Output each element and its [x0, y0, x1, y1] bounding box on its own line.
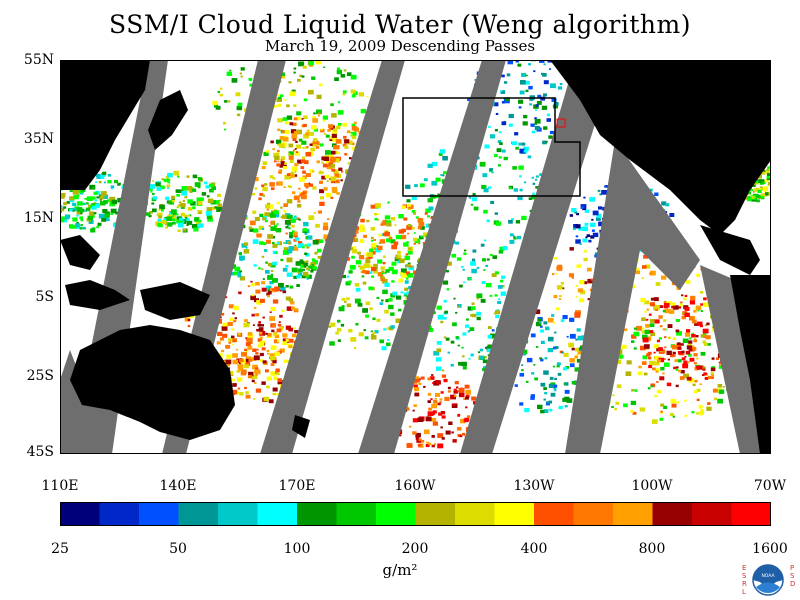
region-outline-box: [402, 97, 581, 197]
cloud-water-map: [60, 60, 771, 454]
colorbar-swatch: [692, 502, 732, 526]
colorbar-swatch: [257, 502, 298, 526]
colorbar-swatch: [178, 502, 219, 526]
lon-label: 70W: [753, 478, 787, 494]
swath-gap: [260, 60, 405, 454]
lon-label: 100W: [631, 478, 673, 494]
colorbar-swatch: [455, 502, 495, 526]
colorbar-swatch: [139, 502, 179, 526]
logo-wave: [756, 582, 780, 593]
colorbar-label: 100: [283, 541, 311, 557]
colorbar-swatch: [60, 502, 100, 526]
lon-label: 130W: [513, 478, 555, 494]
land-central-america: [700, 225, 760, 275]
logo-center-text: NOAA: [761, 573, 775, 579]
colorbar-swatch: [415, 502, 456, 526]
colorbar-label: 800: [638, 541, 666, 557]
logo-sky: [753, 565, 783, 586]
land-philippines: [60, 235, 100, 270]
land-australia: [70, 325, 235, 440]
land-borneo: [65, 280, 130, 310]
lon-label: 170E: [278, 478, 316, 494]
colorbar-swatch: [376, 502, 416, 526]
colorbar-swatch: [613, 502, 653, 526]
colorbar-swatch: [731, 502, 771, 526]
colorbar-swatch: [494, 502, 535, 526]
lon-label: 140E: [159, 478, 197, 494]
lat-label: 35N: [23, 131, 54, 147]
colorbar-label: 400: [520, 541, 548, 557]
colorbar-swatch: [336, 502, 377, 526]
swath-gap: [565, 140, 700, 454]
colorbar-swatch: [297, 502, 337, 526]
land-new-zealand: [292, 415, 310, 438]
lat-label: 45S: [26, 444, 54, 460]
colorbar-swatch: [652, 502, 693, 526]
lon-label: 110E: [41, 478, 79, 494]
colorbar-label: 200: [401, 541, 429, 557]
land-japan: [148, 90, 188, 150]
land-asia: [60, 60, 150, 190]
land: [60, 60, 771, 454]
land-new-guinea: [140, 282, 210, 320]
lat-label: 25S: [26, 368, 54, 384]
colorbar-label: 50: [169, 541, 187, 557]
colorbar-swatch: [534, 502, 574, 526]
land-north-america: [550, 60, 771, 235]
swath-gap: [460, 60, 615, 454]
colorbar: [60, 502, 771, 526]
lon-label: 160W: [394, 478, 436, 494]
colorbar-swatch: [218, 502, 258, 526]
lat-label: 5S: [35, 289, 55, 305]
colorbar-swatch: [99, 502, 140, 526]
colorbar-label: 25: [51, 541, 69, 557]
colorbar-units: g/m²: [382, 561, 418, 579]
map-title: SSM/I Cloud Liquid Water (Weng algorithm…: [109, 10, 691, 39]
swath-gap: [358, 60, 506, 454]
lat-label: 15N: [23, 210, 54, 226]
lat-label: 55N: [23, 52, 54, 68]
land-south-america: [730, 275, 771, 454]
map-frame: [60, 60, 771, 454]
map-subtitle: March 19, 2009 Descending Passes: [264, 37, 536, 55]
colorbar-label: 1600: [752, 541, 788, 557]
colorbar-frame: [60, 502, 771, 526]
colorbar-swatch: [573, 502, 614, 526]
site-marker-box: [556, 118, 566, 128]
